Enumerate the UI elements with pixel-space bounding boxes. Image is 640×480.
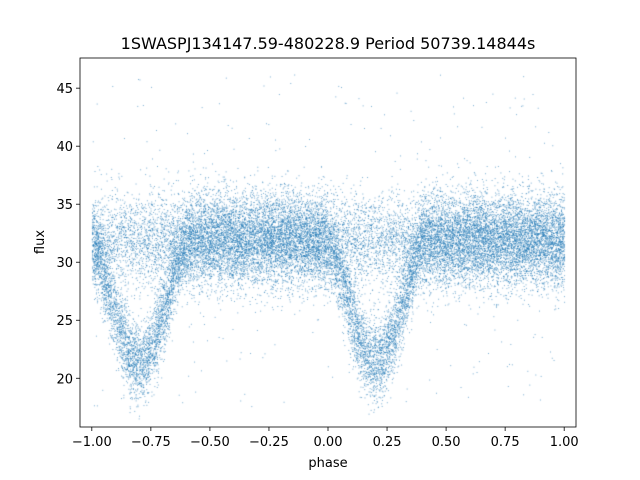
x-tick-label: −0.75 bbox=[131, 435, 171, 450]
y-axis-label: flux bbox=[33, 230, 48, 254]
y-tick-label: 20 bbox=[56, 372, 73, 387]
x-tick-label: 1.00 bbox=[550, 435, 579, 450]
x-tick-label: −0.50 bbox=[190, 435, 230, 450]
x-tick-label: 0.75 bbox=[491, 435, 520, 450]
y-tick-label: 45 bbox=[56, 82, 73, 97]
x-tick-label: 0.50 bbox=[432, 435, 461, 450]
y-tick-label: 25 bbox=[56, 314, 73, 329]
plot-points-layer bbox=[80, 58, 576, 427]
x-tick-label: −1.00 bbox=[72, 435, 112, 450]
x-tick-label: 0.00 bbox=[314, 435, 343, 450]
x-tick-label: −0.25 bbox=[249, 435, 289, 450]
scatter-points bbox=[80, 58, 576, 427]
y-axis-ticks: 20 25 30 35 40 45 bbox=[56, 82, 80, 387]
x-axis-label: phase bbox=[308, 456, 347, 471]
x-axis-ticks: −1.00 −0.75 −0.50 −0.25 0.00 0.25 0.50 0.75 1.00 bbox=[72, 427, 579, 450]
y-tick-label: 40 bbox=[56, 140, 73, 155]
y-tick-label: 35 bbox=[56, 198, 73, 213]
x-tick-label: 0.25 bbox=[373, 435, 402, 450]
y-tick-label: 30 bbox=[56, 256, 73, 271]
chart-title: 1SWASPJ134147.59-480228.9 Period 50739.1… bbox=[121, 34, 536, 53]
